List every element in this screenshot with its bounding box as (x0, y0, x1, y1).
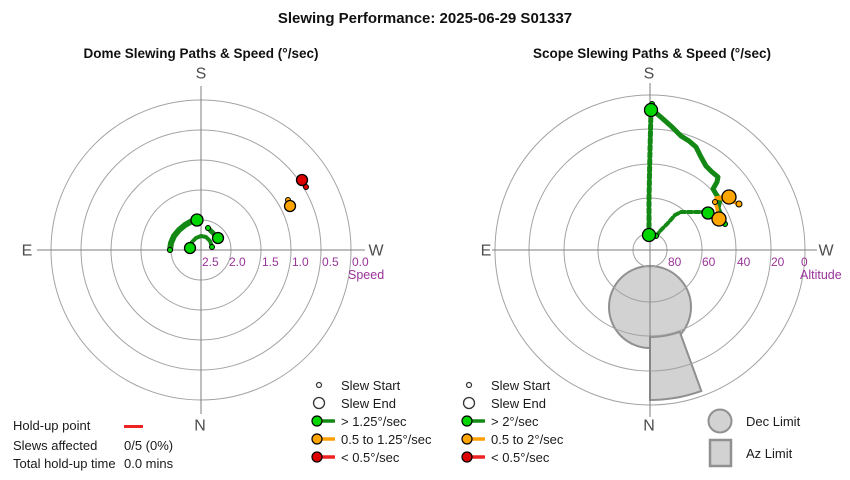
legend-item-slew-start: Slew Start (455, 376, 550, 394)
slew-end-marker (183, 241, 197, 255)
slew-end-marker (701, 206, 715, 220)
ring-value-label: 2.0 (229, 255, 246, 269)
legend-item-slew-end: Slew End (305, 394, 396, 412)
value-axis-label: Speed (348, 268, 384, 282)
compass-label-N: N (194, 418, 206, 435)
slew-end-icon (455, 394, 485, 412)
legend-item-medium: 0.5 to 2°/sec (455, 430, 563, 448)
az-limit-icon (704, 438, 738, 468)
slew-path (648, 107, 728, 227)
slew-start-icon (305, 376, 335, 394)
ring-value-label: 20 (771, 255, 785, 269)
legend-label: < 0.5°/sec (341, 449, 400, 465)
legend-item-slow: < 0.5°/sec (455, 448, 549, 466)
legend-item-az-limit: Az Limit (704, 438, 792, 468)
value-axis-label: Altitude (800, 268, 842, 282)
slews-affected-row: Slews affected 0/5 (0%) (13, 438, 173, 453)
compass-label-W: W (368, 243, 384, 260)
ring-value-label: 1.5 (262, 255, 279, 269)
dome-plot-title: Dome Slewing Paths & Speed (°/sec) (83, 46, 319, 61)
slow-path-icon (455, 448, 486, 466)
slew-start-icon (455, 376, 485, 394)
slew-start-marker (167, 247, 173, 253)
slew-start-marker (209, 244, 215, 250)
scope-plot-title: Scope Slewing Paths & Speed (°/sec) (533, 46, 771, 61)
legend-label: Slew End (491, 395, 546, 411)
ring-value-label: 2.5 (202, 255, 219, 269)
slew-end-icon (305, 394, 335, 412)
slew-end-marker (190, 213, 204, 227)
slew-path (188, 234, 214, 249)
slew-end-marker (211, 231, 225, 245)
holdup-time-value: 0.0 mins (124, 456, 174, 471)
slow-path-icon (305, 448, 336, 466)
dec-limit-icon (704, 406, 738, 436)
ring-value-label: 0 (801, 255, 808, 269)
slew-end-marker (283, 199, 297, 213)
ring-value-label: 1.0 (292, 255, 309, 269)
slew-path (646, 108, 654, 232)
compass-label-E: E (481, 243, 492, 260)
compass-label-E: E (22, 243, 33, 260)
legend-label: Slew Start (341, 377, 401, 393)
legend-label: Az Limit (746, 445, 793, 461)
slew-path (654, 210, 706, 238)
slew-end-marker (295, 173, 309, 187)
holdup-point-row: Hold-up point (13, 418, 143, 433)
ring-value-label: 60 (702, 255, 716, 269)
ring-value-label: 40 (737, 255, 751, 269)
ring-value-label: 0.5 (322, 255, 339, 269)
slew-start-marker (712, 199, 718, 205)
medium-path-icon (455, 430, 486, 448)
legend-label: > 2°/sec (491, 413, 539, 429)
slew-end-marker (711, 211, 727, 227)
az-limit-region (649, 330, 703, 402)
medium-path-icon (305, 430, 336, 448)
fast-path-icon (305, 412, 336, 430)
holdup-point-icon (124, 424, 143, 428)
legend-label: Slew Start (491, 377, 551, 393)
holdup-time-label: Total hold-up time (13, 456, 116, 471)
ring-value-label: 0.0 (352, 255, 369, 269)
legend-label: > 1.25°/sec (341, 413, 407, 429)
legend-item-fast: > 1.25°/sec (305, 412, 407, 430)
legend-item-slew-end: Slew End (455, 394, 546, 412)
legend-item-slow: < 0.5°/sec (305, 448, 399, 466)
legend-item-dec-limit: Dec Limit (704, 406, 800, 436)
holdup-time-row: Total hold-up time 0.0 mins (13, 456, 173, 471)
legend-label: Dec Limit (746, 413, 801, 429)
slews-affected-value: 0/5 (0%) (124, 438, 174, 453)
slew-start-marker (205, 225, 211, 231)
legend-item-fast: > 2°/sec (455, 412, 538, 430)
holdup-point-label: Hold-up point (13, 418, 91, 433)
legend-item-slew-start: Slew Start (305, 376, 400, 394)
compass-label-N: N (643, 418, 655, 435)
legend-label: 0.5 to 2°/sec (491, 431, 564, 447)
slew-start-marker (735, 200, 743, 208)
page-title: Slewing Performance: 2025-06-29 S01337 (277, 10, 573, 27)
legend-label: 0.5 to 1.25°/sec (341, 431, 432, 447)
slew-end-marker (641, 227, 657, 243)
slew-end-marker (643, 102, 659, 118)
slew-end-marker (721, 189, 737, 205)
slews-affected-label: Slews affected (13, 438, 98, 453)
compass-label-W: W (818, 243, 834, 260)
fast-path-icon (455, 412, 486, 430)
compass-label-S: S (644, 66, 655, 83)
ring-value-label: 80 (668, 255, 682, 269)
legend-label: Slew End (341, 395, 396, 411)
legend-label: < 0.5°/sec (491, 449, 550, 465)
compass-label-S: S (196, 66, 207, 83)
legend-item-medium: 0.5 to 1.25°/sec (305, 430, 431, 448)
